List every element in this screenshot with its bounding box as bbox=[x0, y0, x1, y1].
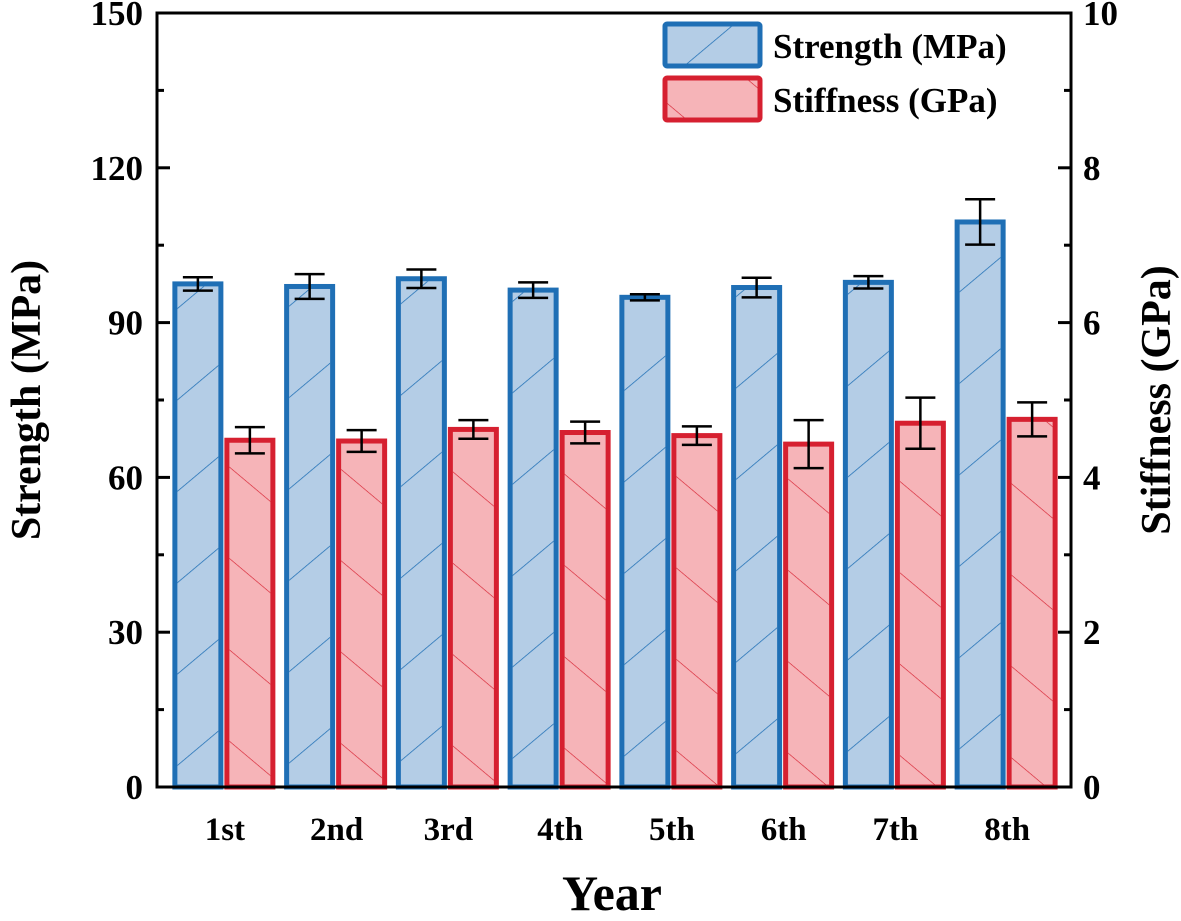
y-axis-label-right: Stiffness (GPa) bbox=[1134, 265, 1180, 534]
y2-tick-label: 4 bbox=[1083, 458, 1101, 497]
legend-label-strength: Strength (MPa) bbox=[773, 27, 1007, 66]
x-tick-label: 3rd bbox=[424, 812, 474, 848]
bar-hatch-stiffness-4th bbox=[564, 435, 606, 787]
y-tick-label: 90 bbox=[108, 304, 143, 343]
x-tick-label: 5th bbox=[649, 812, 695, 848]
y2-tick-label: 2 bbox=[1083, 613, 1101, 652]
y2-tick-label: 8 bbox=[1083, 149, 1101, 188]
bar-hatch-strength-2nd bbox=[289, 288, 331, 787]
y-tick-label: 120 bbox=[91, 149, 144, 188]
bar-hatch-stiffness-1st bbox=[229, 442, 271, 787]
y-tick-label: 0 bbox=[126, 768, 144, 807]
legend-swatch-stiffness-hatch bbox=[667, 80, 758, 118]
y-tick-label: 150 bbox=[91, 0, 144, 33]
bar-hatch-stiffness-7th bbox=[899, 425, 941, 787]
legend-swatch-strength-hatch bbox=[667, 26, 758, 64]
bar-hatch-strength-1st bbox=[177, 286, 219, 787]
bar-hatch-stiffness-2nd bbox=[341, 443, 383, 787]
bar-hatch-strength-7th bbox=[847, 284, 889, 787]
legend: Strength (MPa) Stiffness (GPa) bbox=[662, 21, 1007, 123]
y2-tick-label: 6 bbox=[1083, 304, 1101, 343]
x-tick-label: 8th bbox=[984, 812, 1030, 848]
bar-hatch-strength-8th bbox=[959, 224, 1001, 788]
y2-tick-label: 0 bbox=[1083, 768, 1101, 807]
bar-hatch-stiffness-3rd bbox=[452, 431, 494, 787]
x-tick-label: 2nd bbox=[310, 812, 363, 848]
legend-label-stiffness: Stiffness (GPa) bbox=[773, 81, 998, 120]
bar-hatch-strength-3rd bbox=[400, 281, 442, 787]
x-tick-label: 7th bbox=[872, 812, 918, 848]
y-axis-label-left: Strength (MPa) bbox=[4, 260, 50, 540]
bar-hatch-strength-5th bbox=[624, 299, 666, 787]
bar-hatch-strength-6th bbox=[736, 290, 778, 787]
y2-tick-label: 10 bbox=[1083, 0, 1118, 33]
x-axis-label: Year bbox=[562, 865, 662, 916]
x-tick-label: 6th bbox=[761, 812, 807, 848]
bar-hatch-stiffness-6th bbox=[788, 446, 830, 787]
axes-layer: 1st 2nd 3rd 4th 5th 6th 7th 8th 0 30 60 90 120 150 0 2 4… bbox=[91, 0, 1119, 848]
x-tick-label: 4th bbox=[537, 812, 583, 848]
bar-hatch-stiffness-5th bbox=[676, 438, 718, 787]
bar-hatch-strength-4th bbox=[512, 292, 554, 787]
x-tick-label: 1st bbox=[205, 812, 245, 848]
y-tick-label: 60 bbox=[108, 458, 143, 497]
bars-layer bbox=[172, 198, 1058, 790]
y-tick-label: 30 bbox=[108, 613, 143, 652]
bar-hatch-stiffness-8th bbox=[1011, 421, 1053, 787]
